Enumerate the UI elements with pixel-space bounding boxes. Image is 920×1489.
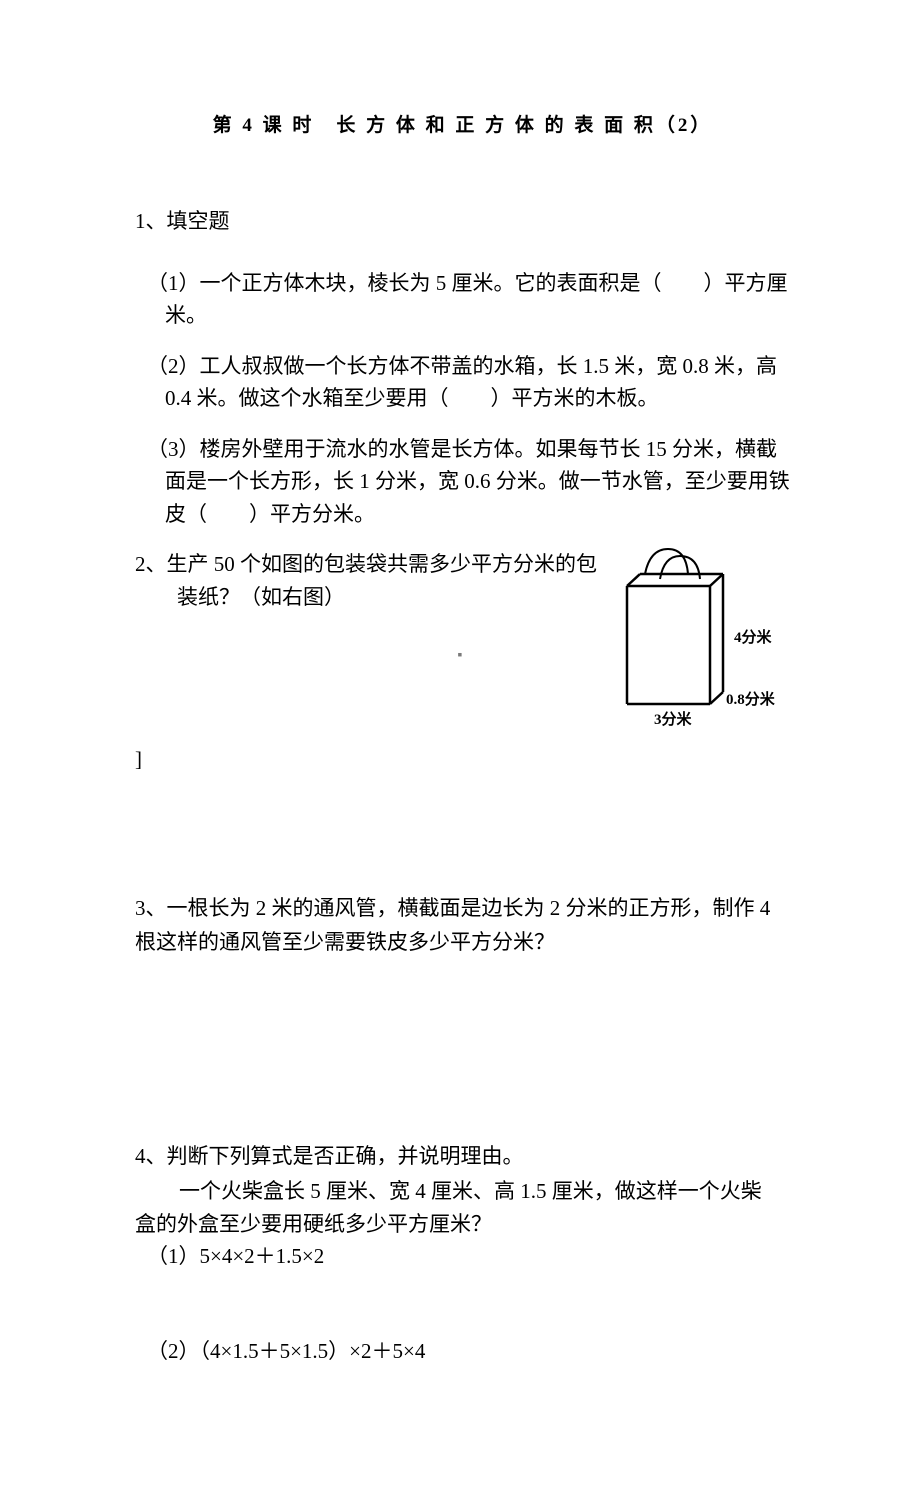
question-2-line2: 装纸？（如右图） xyxy=(135,581,606,614)
lesson-title: 第 4 课 时 长 方 体 和 正 方 体 的 表 面 积（2） xyxy=(135,110,790,137)
question-4-sub1: （1）5×4×2＋1.5×2 xyxy=(135,1240,790,1273)
bag-depth-label: 0.8分米 xyxy=(726,690,776,708)
bag-svg: 4分米 3分米 0.8分米 xyxy=(610,544,790,729)
section-1-heading: 1、填空题 xyxy=(135,205,790,239)
bag-height-label: 4分米 xyxy=(734,628,773,646)
bag-figure: 4分米 3分米 0.8分米 xyxy=(610,544,790,729)
question-4-body-line2: 盒的外盒至少要用硬纸多少平方厘米？ xyxy=(135,1208,790,1241)
stray-bracket: ] xyxy=(135,747,790,772)
question-1-2: （2）工人叔叔做一个长方体不带盖的水箱，长 1.5 米，宽 0.8 米，高 0.… xyxy=(135,350,790,415)
question-4-sub2: （2）（4×1.5＋5×1.5）×2＋5×4 xyxy=(135,1335,790,1368)
question-2-text: 2、生产 50 个如图的包装袋共需多少平方分米的包 装纸？（如右图） xyxy=(135,548,606,613)
question-1-1: （1）一个正方体木块，棱长为 5 厘米。它的表面积是（ ）平方厘米。 xyxy=(135,267,790,332)
question-1-3: （3）楼房外壁用于流水的水管是长方体。如果每节长 15 分米，横截面是一个长方形… xyxy=(135,433,790,531)
question-4-heading: 4、判断下列算式是否正确，并说明理由。 xyxy=(135,1140,790,1174)
question-2-container: 2、生产 50 个如图的包装袋共需多少平方分米的包 装纸？（如右图） xyxy=(135,548,790,729)
center-dot-marker: ▪ xyxy=(458,648,463,664)
question-4-body-line1: 一个火柴盒长 5 厘米、宽 4 厘米、高 1.5 厘米，做这样一个火柴 xyxy=(135,1175,790,1208)
question-2-line1: 2、生产 50 个如图的包装袋共需多少平方分米的包 xyxy=(135,548,606,581)
bag-width-label: 3分米 xyxy=(654,710,693,728)
question-3: 3、一根长为 2 米的通风管，横截面是边长为 2 分米的正方形，制作 4 根这样… xyxy=(135,892,790,959)
